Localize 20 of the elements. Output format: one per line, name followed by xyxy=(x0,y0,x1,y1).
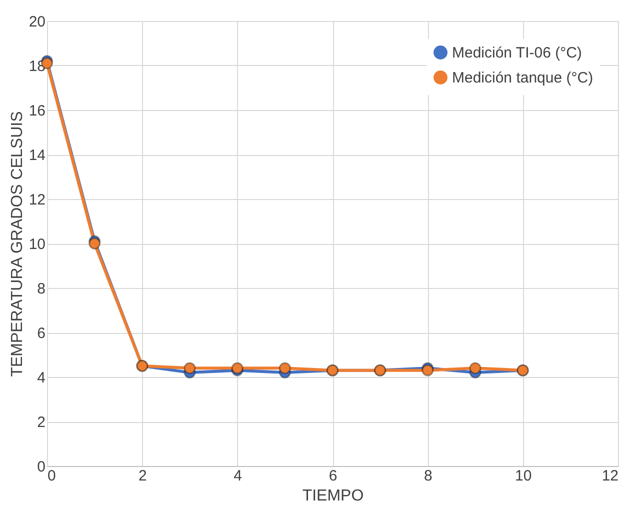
x-axis-title: TIEMPO xyxy=(302,488,364,504)
x-tick-label: 2 xyxy=(138,468,147,484)
x-tick-label: 4 xyxy=(234,468,242,484)
y-tick-label: 6 xyxy=(37,325,46,342)
y-tick-label: 16 xyxy=(28,102,46,120)
x-tick-label: 10 xyxy=(514,468,532,484)
y-tick-label: 14 xyxy=(28,147,46,164)
x-tick-label: 6 xyxy=(328,468,338,484)
legend-label: Medición TI-06 (°C) xyxy=(452,44,582,62)
x-tick-label: 0 xyxy=(48,468,56,484)
y-tick-label: 12 xyxy=(28,192,46,208)
y-axis-title: TEMPERATURA GRADOS CELSUIS xyxy=(8,111,26,377)
y-tick-label: 20 xyxy=(28,14,46,30)
x-tick-label: 8 xyxy=(424,468,432,484)
y-tick-label: 10 xyxy=(28,236,46,253)
x-tick-label: 12 xyxy=(602,468,618,484)
y-tick-label: 4 xyxy=(37,370,46,386)
y-tick-label: 8 xyxy=(37,280,46,298)
legend-label: Medición tanque (°C) xyxy=(452,70,594,86)
y-tick-label: 2 xyxy=(37,414,46,431)
